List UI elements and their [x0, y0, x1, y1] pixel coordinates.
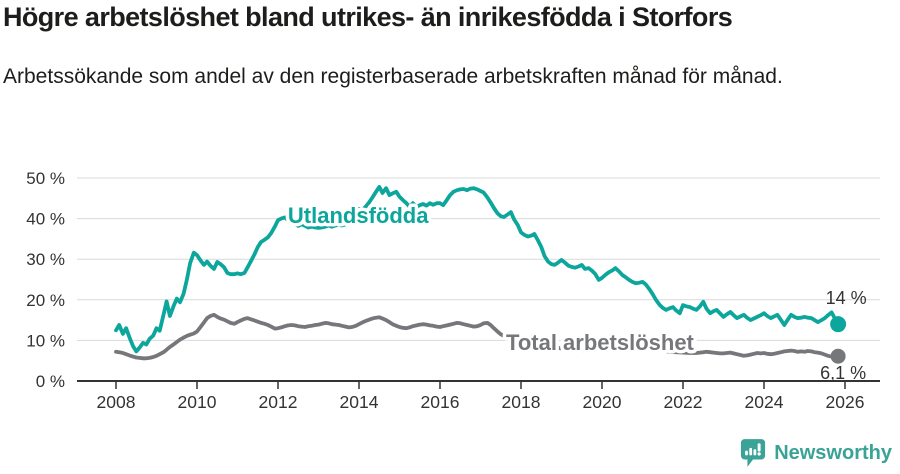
y-tick-label: 20 %	[26, 291, 65, 310]
x-tick-label: 2020	[583, 392, 622, 412]
x-tick-label: 2012	[259, 392, 298, 412]
x-tick-label: 2026	[826, 392, 865, 412]
series-line-utlandsfodda	[114, 185, 840, 354]
y-tick-label: 50 %	[26, 169, 65, 188]
x-tick-label: 2016	[421, 392, 460, 412]
newsworthy-logo[interactable]: Newsworthy	[740, 438, 892, 468]
newsworthy-wordmark: Newsworthy	[774, 441, 892, 464]
page-title: Högre arbetslöshet bland utrikes- än inr…	[3, 2, 733, 32]
series-label-total: Total arbetslöshet	[506, 330, 695, 355]
x-tick-label: 2008	[97, 392, 136, 412]
x-tick-label: 2022	[664, 392, 703, 412]
x-tick-label: 2014	[340, 392, 379, 412]
series-label-utlandsfodda: Utlandsfödda	[288, 203, 429, 228]
series-end-dot	[830, 348, 846, 364]
chart-subtitle: Arbetssökande som andel av den registerb…	[3, 65, 783, 88]
speech-bubble-bar-chart-icon	[741, 439, 766, 467]
series-end-dot	[830, 316, 847, 333]
series-end-value-label: 14 %	[826, 288, 867, 308]
y-tick-label: 10 %	[26, 331, 65, 350]
x-tick-label: 2010	[178, 392, 217, 412]
y-tick-label: 30 %	[26, 250, 65, 269]
series-end-value-label: 6,1 %	[820, 363, 866, 383]
series-line-total	[114, 312, 840, 361]
unemployment-line-chart: 0 % 10 % 20 % 30 % 40 % 50 % 2008 2010 2012 2014 2…	[26, 169, 880, 412]
x-tick-label: 2024	[745, 392, 784, 412]
y-tick-label: 40 %	[26, 210, 65, 229]
x-tick-label: 2018	[502, 392, 541, 412]
y-tick-label: 0 %	[36, 372, 65, 391]
